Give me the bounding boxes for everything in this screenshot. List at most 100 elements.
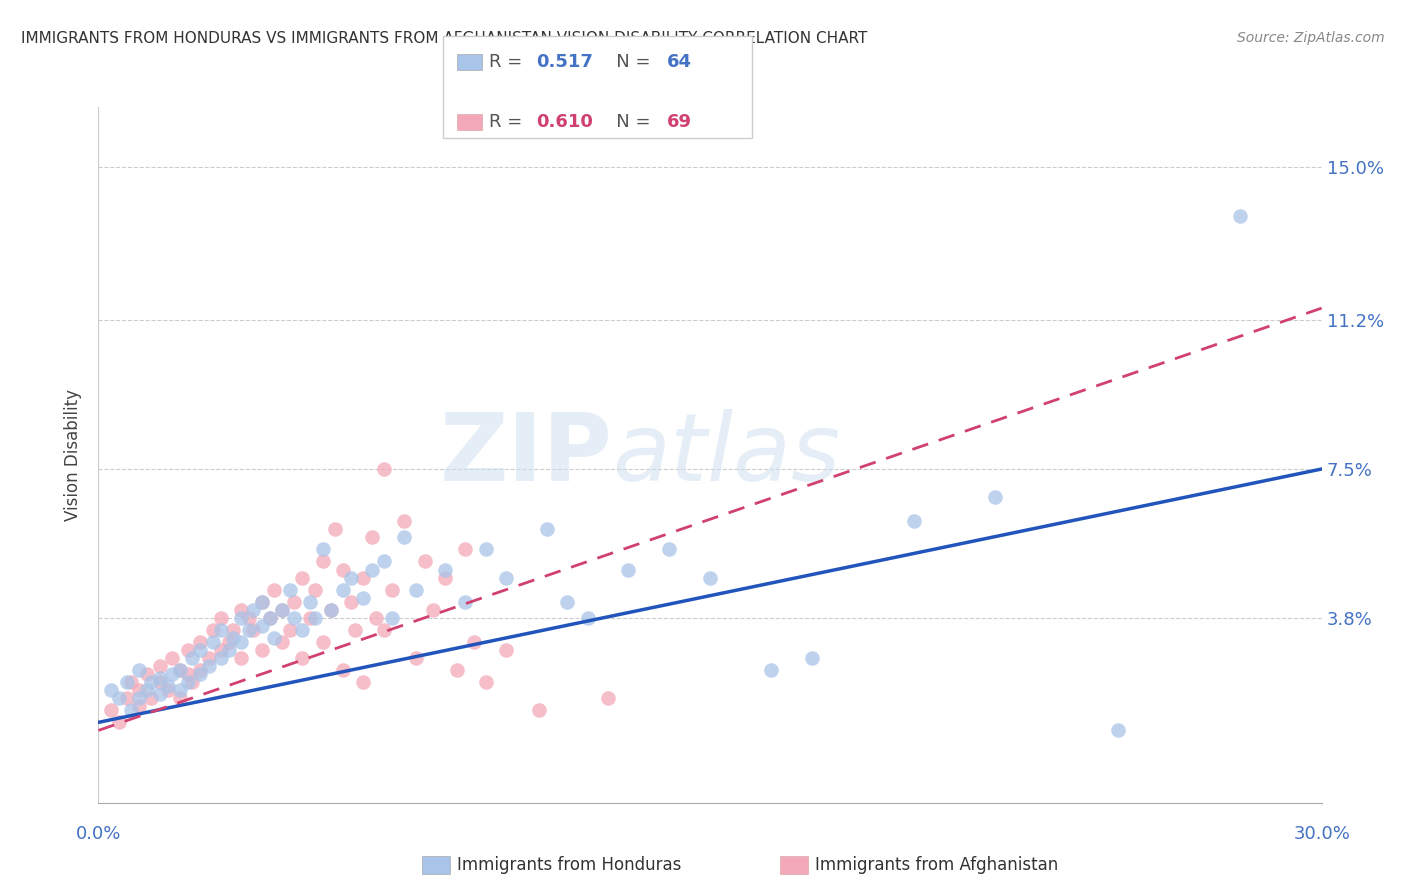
Point [413,554,436,568]
Point [434,571,457,585]
Point [188,667,212,681]
Point [283,611,305,625]
Point [598,691,620,706]
Point [312,554,335,568]
Point [291,623,314,637]
Point [304,582,326,597]
Point [373,623,395,637]
Point [188,635,212,649]
Point [319,603,342,617]
Text: Immigrants from Afghanistan: Immigrants from Afghanistan [815,856,1059,874]
Point [197,659,219,673]
Text: 64: 64 [666,54,692,71]
Point [160,651,183,665]
Point [332,663,354,677]
Point [323,522,346,536]
Point [149,671,172,685]
Point [263,631,285,645]
Point [903,514,925,528]
Point [1107,723,1129,738]
Text: atlas: atlas [612,409,841,500]
Point [177,675,200,690]
Point [242,623,264,637]
Point [344,623,367,637]
Point [270,635,294,649]
Point [283,595,305,609]
Y-axis label: Vision Disability: Vision Disability [65,389,83,521]
Point [188,663,212,677]
Point [120,675,142,690]
Point [231,603,253,617]
Point [474,675,498,690]
Point [801,651,824,665]
Point [373,554,395,568]
Point [312,542,335,557]
Text: 69: 69 [666,113,692,131]
Point [231,651,253,665]
Point [576,611,599,625]
Point [115,691,138,706]
Point [250,643,273,657]
Point [209,611,232,625]
Text: R =: R = [489,54,529,71]
Point [188,643,212,657]
Point [270,603,294,617]
Point [169,663,191,677]
Point [291,651,314,665]
Point [278,582,301,597]
Point [120,703,142,717]
Text: ZIP: ZIP [439,409,612,501]
Point [128,663,150,677]
Point [364,611,387,625]
Point [100,683,122,698]
Point [222,631,245,645]
Point [278,623,301,637]
Point [238,611,260,625]
Point [434,562,457,576]
Point [201,623,224,637]
Point [405,651,427,665]
Point [263,582,285,597]
Point [360,562,382,576]
Point [197,651,219,665]
Point [149,687,172,701]
Point [209,643,232,657]
Point [617,562,640,576]
Point [136,667,159,681]
Point [128,691,150,706]
Point [209,651,232,665]
Text: Source: ZipAtlas.com: Source: ZipAtlas.com [1237,31,1385,45]
Point [141,691,163,706]
Point [312,635,335,649]
Point [332,562,354,576]
Point [160,667,183,681]
Text: 0.0%: 0.0% [76,825,121,843]
Point [156,683,179,698]
Point [250,619,273,633]
Text: R =: R = [489,113,529,131]
Point [299,611,322,625]
Point [218,635,240,649]
Point [454,595,477,609]
Point [231,635,253,649]
Point [169,663,191,677]
Point [304,611,326,625]
Point [463,635,485,649]
Point [181,651,204,665]
Point [527,703,550,717]
Text: 30.0%: 30.0% [1294,825,1350,843]
Point [218,643,240,657]
Point [259,611,281,625]
Point [392,530,416,544]
Point [169,691,191,706]
Point [1229,209,1251,223]
Point [405,582,427,597]
Point [169,683,191,698]
Point [340,595,363,609]
Point [392,514,416,528]
Point [250,595,273,609]
Text: Immigrants from Honduras: Immigrants from Honduras [457,856,682,874]
Point [352,675,374,690]
Point [100,703,122,717]
Point [536,522,558,536]
